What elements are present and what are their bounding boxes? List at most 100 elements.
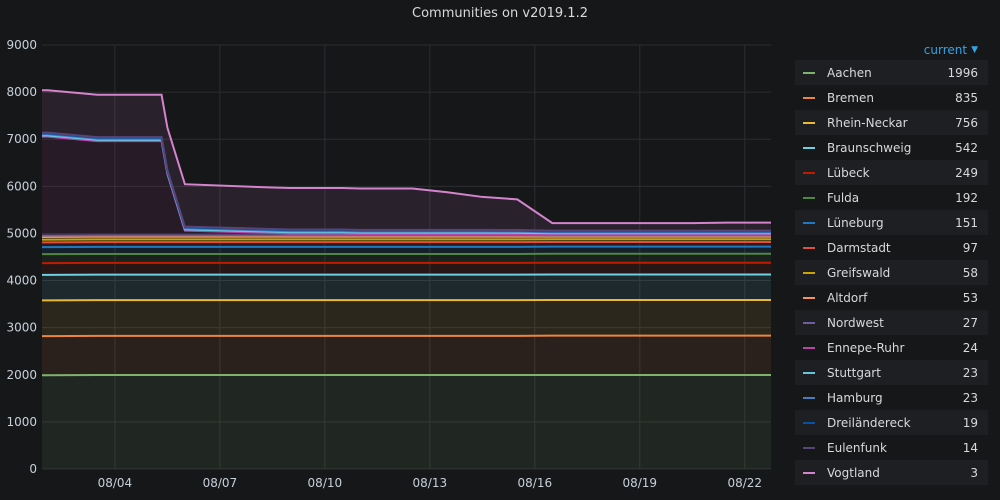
y-tick-label: 8000 bbox=[6, 85, 37, 99]
series-areas bbox=[42, 90, 771, 469]
series-area-Fulda bbox=[42, 253, 771, 264]
legend-item[interactable]: Eulenfunk 14 bbox=[795, 435, 988, 460]
legend-item[interactable]: Stuttgart 23 bbox=[795, 360, 988, 385]
legend-current-value: 151 bbox=[955, 215, 978, 230]
legend-current-value: 97 bbox=[962, 240, 978, 255]
legend-column-header[interactable]: current bbox=[923, 43, 968, 57]
legend-item[interactable]: Bremen 835 bbox=[795, 85, 988, 110]
legend-current-value: 19 bbox=[962, 415, 978, 430]
legend-series-name[interactable]: Darmstadt bbox=[827, 240, 891, 255]
legend-item[interactable]: Vogtland 3 bbox=[795, 460, 988, 485]
legend-current-value: 542 bbox=[955, 140, 978, 155]
legend-swatch[interactable] bbox=[803, 71, 815, 74]
legend-series-name[interactable]: Aachen bbox=[827, 65, 872, 80]
series-area-Braunschweig bbox=[42, 274, 771, 301]
y-tick-label: 6000 bbox=[6, 179, 37, 193]
legend-item[interactable]: Altdorf 53 bbox=[795, 285, 988, 310]
legend-current-value: 835 bbox=[955, 90, 978, 105]
legend-current-value: 23 bbox=[962, 365, 978, 380]
x-tick-label: 08/19 bbox=[622, 476, 657, 490]
series-area-Bremen bbox=[42, 335, 771, 376]
series-area-Vogtland bbox=[42, 90, 771, 231]
legend-series-name[interactable]: Vogtland bbox=[827, 465, 880, 480]
legend-swatch[interactable] bbox=[803, 471, 815, 474]
legend-series-name[interactable]: Fulda bbox=[827, 190, 860, 205]
legend-current-value: 24 bbox=[962, 340, 978, 355]
series-area-Lübeck bbox=[42, 262, 771, 275]
legend-current-value: 58 bbox=[962, 265, 978, 280]
legend-item[interactable]: Greifswald 58 bbox=[795, 260, 988, 285]
legend-swatch[interactable] bbox=[803, 171, 815, 174]
legend-swatch[interactable] bbox=[803, 371, 815, 374]
series-line-Bremen[interactable] bbox=[42, 334, 771, 338]
legend-swatch[interactable] bbox=[803, 321, 815, 324]
panel-title[interactable]: Communities on v2019.1.2 bbox=[412, 6, 588, 21]
legend-series-name[interactable]: Bremen bbox=[827, 90, 874, 105]
legend-series-name[interactable]: Stuttgart bbox=[827, 365, 881, 380]
legend-swatch[interactable] bbox=[803, 396, 815, 399]
legend-swatch[interactable] bbox=[803, 146, 815, 149]
legend-series-name[interactable]: Lüneburg bbox=[827, 215, 884, 230]
legend-current-value: 3 bbox=[970, 465, 978, 480]
legend-swatch[interactable] bbox=[803, 421, 815, 424]
legend-swatch[interactable] bbox=[803, 121, 815, 124]
legend-series-name[interactable]: Nordwest bbox=[827, 315, 884, 330]
legend-item[interactable]: Lübeck 249 bbox=[795, 160, 988, 185]
legend-item[interactable]: Ennepe-Ruhr 24 bbox=[795, 335, 988, 360]
legend-item[interactable]: Nordwest 27 bbox=[795, 310, 988, 335]
legend-swatch[interactable] bbox=[803, 196, 815, 199]
series-line-Lüneburg[interactable] bbox=[42, 245, 771, 249]
legend-series-name[interactable]: Dreiländereck bbox=[827, 415, 911, 430]
legend-swatch[interactable] bbox=[803, 296, 815, 299]
y-tick-label: 1000 bbox=[6, 415, 37, 429]
legend-item[interactable]: Fulda 192 bbox=[795, 185, 988, 210]
legend-swatch[interactable] bbox=[803, 96, 815, 99]
legend-series-name[interactable]: Lübeck bbox=[827, 165, 870, 180]
y-tick-label: 7000 bbox=[6, 132, 37, 146]
legend-item[interactable]: Aachen 1996 bbox=[795, 60, 988, 85]
y-axis: 0 1000 2000 3000 4000 5000 6000 7000 8000 9000 bbox=[6, 38, 37, 476]
legend-item[interactable]: Dreiländereck 19 bbox=[795, 410, 988, 435]
legend-current-value: 1996 bbox=[947, 65, 978, 80]
legend-swatch[interactable] bbox=[803, 271, 815, 274]
legend-item[interactable]: Hamburg 23 bbox=[795, 385, 988, 410]
x-tick-label: 08/10 bbox=[308, 476, 343, 490]
legend-swatch[interactable] bbox=[803, 246, 815, 249]
x-tick-label: 08/16 bbox=[518, 476, 553, 490]
series-line-Vogtland[interactable] bbox=[42, 89, 771, 225]
legend-item[interactable]: Lüneburg 151 bbox=[795, 210, 988, 235]
legend-series-name[interactable]: Altdorf bbox=[827, 290, 868, 305]
legend-swatch[interactable] bbox=[803, 221, 815, 224]
legend-current-value: 27 bbox=[962, 315, 978, 330]
legend-swatch[interactable] bbox=[803, 446, 815, 449]
legend-current-value: 249 bbox=[955, 165, 978, 180]
legend-item[interactable]: Rhein-Neckar 756 bbox=[795, 110, 988, 135]
chevron-down-icon: ▼ bbox=[971, 45, 978, 55]
series-area-Rhein-Neckar bbox=[42, 300, 771, 337]
y-tick-label: 2000 bbox=[6, 368, 37, 382]
y-tick-label: 9000 bbox=[6, 38, 37, 52]
legend-current-value: 192 bbox=[955, 190, 978, 205]
series-line-Eulenfunk[interactable] bbox=[42, 131, 771, 232]
legend-series-name[interactable]: Greifswald bbox=[827, 265, 891, 280]
y-tick-label: 3000 bbox=[6, 321, 37, 335]
x-tick-label: 08/04 bbox=[98, 476, 133, 490]
legend-current-value: 14 bbox=[962, 440, 978, 455]
y-tick-label: 4000 bbox=[6, 274, 37, 288]
legend-item[interactable]: Darmstadt 97 bbox=[795, 235, 988, 260]
legend-sort-current[interactable]: current ▼ bbox=[795, 40, 988, 60]
x-tick-label: 08/07 bbox=[203, 476, 238, 490]
legend-list: Aachen 1996 Bremen 835 Rhein-Neckar 756 Brauns… bbox=[795, 60, 988, 485]
x-tick-label: 08/22 bbox=[727, 476, 762, 490]
legend-series-name[interactable]: Hamburg bbox=[827, 390, 883, 405]
series-lines bbox=[42, 89, 771, 377]
legend-swatch[interactable] bbox=[803, 346, 815, 349]
legend-series-name[interactable]: Rhein-Neckar bbox=[827, 115, 908, 130]
legend-item[interactable]: Braunschweig 542 bbox=[795, 135, 988, 160]
x-tick-label: 08/13 bbox=[413, 476, 448, 490]
x-axis: 08/04 08/07 08/10 08/13 08/16 08/19 08/22 bbox=[98, 476, 762, 490]
legend-series-name[interactable]: Ennepe-Ruhr bbox=[827, 340, 905, 355]
legend-series-name[interactable]: Eulenfunk bbox=[827, 440, 887, 455]
legend-series-name[interactable]: Braunschweig bbox=[827, 140, 912, 155]
